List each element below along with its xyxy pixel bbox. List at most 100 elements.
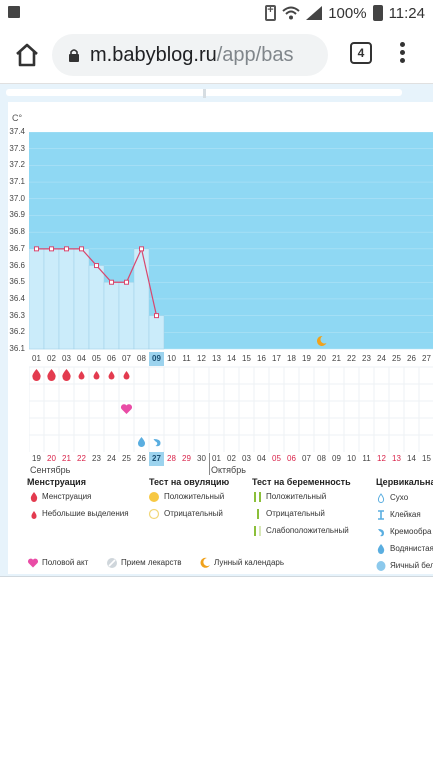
date-cell[interactable]: 15 xyxy=(422,454,431,463)
date-cell[interactable]: 24 xyxy=(377,354,386,363)
date-cell[interactable]: 27 xyxy=(149,452,164,466)
legend-medication: Прием лекарств xyxy=(121,558,182,567)
medication-pill-icon xyxy=(107,558,117,568)
date-cell[interactable]: 23 xyxy=(362,354,371,363)
y-tick-label: 36.5 xyxy=(9,277,25,287)
date-cell[interactable]: 24 xyxy=(107,454,116,463)
date-cell[interactable]: 19 xyxy=(302,354,311,363)
month-october: Октябрь xyxy=(211,465,246,475)
temperature-bar xyxy=(88,265,105,350)
date-cell[interactable]: 08 xyxy=(137,354,146,363)
date-cell[interactable]: 27 xyxy=(422,354,431,363)
date-cell[interactable]: 13 xyxy=(212,354,221,363)
temperature-point xyxy=(34,246,39,252)
date-cell[interactable]: 14 xyxy=(227,354,236,363)
ovulation-negative-icon xyxy=(148,508,160,520)
date-cell[interactable]: 07 xyxy=(122,354,131,363)
date-cell[interactable]: 10 xyxy=(167,354,176,363)
date-cell[interactable]: 23 xyxy=(92,454,101,463)
spotting-drop xyxy=(123,371,130,380)
legend-menstruation: Менструация xyxy=(42,492,92,501)
date-cell[interactable]: 07 xyxy=(302,454,311,463)
month-divider xyxy=(209,453,210,475)
date-cell[interactable]: 10 xyxy=(347,454,356,463)
y-tick-label: 37.2 xyxy=(9,160,25,170)
legend-spotting: Небольшие выделения xyxy=(42,509,129,518)
cervical-eggwhite-icon xyxy=(376,561,386,571)
date-cell[interactable]: 08 xyxy=(317,454,326,463)
temperature-point xyxy=(94,263,99,269)
date-cell[interactable]: 22 xyxy=(77,454,86,463)
y-tick-label: 36.6 xyxy=(9,260,25,270)
lock-icon xyxy=(69,49,79,62)
cervical-watery-icon xyxy=(377,544,385,554)
date-cell[interactable]: 11 xyxy=(362,454,371,463)
date-cell[interactable]: 03 xyxy=(242,454,251,463)
date-cell[interactable]: 14 xyxy=(407,454,416,463)
date-cell[interactable]: 03 xyxy=(62,354,71,363)
y-tick-label: 37.4 xyxy=(9,127,25,136)
date-cell[interactable]: 05 xyxy=(272,454,281,463)
temperature-unit: C° xyxy=(12,113,23,123)
ovulation-positive-icon xyxy=(149,492,159,502)
date-cell[interactable]: 21 xyxy=(332,354,341,363)
cervical-creamy-icon xyxy=(378,529,384,537)
date-cell[interactable]: 09 xyxy=(149,352,164,366)
date-cell[interactable]: 28 xyxy=(167,454,176,463)
address-bar[interactable]: m.babyblog.ru/app/bas xyxy=(52,34,328,76)
spotting-drop xyxy=(78,371,85,380)
date-cell[interactable]: 12 xyxy=(197,354,206,363)
menstruation-drop-icon xyxy=(30,492,38,502)
date-cell[interactable]: 19 xyxy=(32,454,41,463)
intercourse-heart-icon xyxy=(27,558,39,568)
intercourse-heart xyxy=(120,404,133,414)
date-cell[interactable]: 18 xyxy=(287,354,296,363)
date-cell[interactable]: 12 xyxy=(377,454,386,463)
date-cell[interactable]: 06 xyxy=(287,454,296,463)
date-cell[interactable]: 09 xyxy=(332,454,341,463)
date-cell[interactable]: 06 xyxy=(107,354,116,363)
date-cell[interactable]: 22 xyxy=(347,354,356,363)
card-bottom-border xyxy=(0,576,433,577)
temperature-point xyxy=(49,246,54,252)
date-cell[interactable]: 04 xyxy=(77,354,86,363)
date-cell[interactable]: 15 xyxy=(242,354,251,363)
y-tick-label: 36.9 xyxy=(9,210,25,220)
date-cell[interactable]: 16 xyxy=(257,354,266,363)
cervical-drop xyxy=(153,439,161,447)
date-cell[interactable]: 25 xyxy=(392,354,401,363)
date-cell[interactable]: 21 xyxy=(62,454,71,463)
date-cell[interactable]: 02 xyxy=(47,354,56,363)
date-cell[interactable]: 25 xyxy=(122,454,131,463)
menu-icon[interactable] xyxy=(398,42,406,66)
y-tick-label: 36.1 xyxy=(9,344,25,353)
y-tick-label: 36.2 xyxy=(9,327,25,337)
date-cell[interactable]: 20 xyxy=(317,354,326,363)
temperature-bar xyxy=(29,248,45,350)
date-cell[interactable]: 20 xyxy=(47,454,56,463)
date-cell[interactable]: 01 xyxy=(212,454,221,463)
date-cell[interactable]: 04 xyxy=(257,454,266,463)
legend-lunar-calendar: Лунный календарь xyxy=(214,558,285,567)
temperature-bar xyxy=(103,281,120,350)
date-cell[interactable]: 01 xyxy=(32,354,41,363)
date-cell[interactable]: 13 xyxy=(392,454,401,463)
pregnancy-positive-icon xyxy=(254,492,261,502)
cervical-drop xyxy=(137,437,146,448)
date-cell[interactable]: 26 xyxy=(137,454,146,463)
legend-pregnancy-weak: Слабоположительный xyxy=(266,526,349,535)
date-cell[interactable]: 11 xyxy=(182,354,191,363)
top-date-row: 01 02 03 04 05 06 07 08 09 10 11 12 13 14 15 16 17 18 19 20… xyxy=(29,352,433,366)
date-cell[interactable]: 17 xyxy=(272,354,281,363)
date-cell[interactable]: 05 xyxy=(92,354,101,363)
temperature-bar xyxy=(148,315,165,350)
date-cell[interactable]: 26 xyxy=(407,354,416,363)
tabs-button[interactable]: 4 xyxy=(350,42,372,64)
menstruation-drop xyxy=(32,369,41,381)
date-cell[interactable]: 30 xyxy=(197,454,206,463)
url-text: m.babyblog.ru/app/bas xyxy=(90,44,322,67)
y-tick-label: 37.3 xyxy=(9,143,25,153)
date-cell[interactable]: 02 xyxy=(227,454,236,463)
date-cell[interactable]: 29 xyxy=(182,454,191,463)
home-icon[interactable] xyxy=(14,42,40,68)
